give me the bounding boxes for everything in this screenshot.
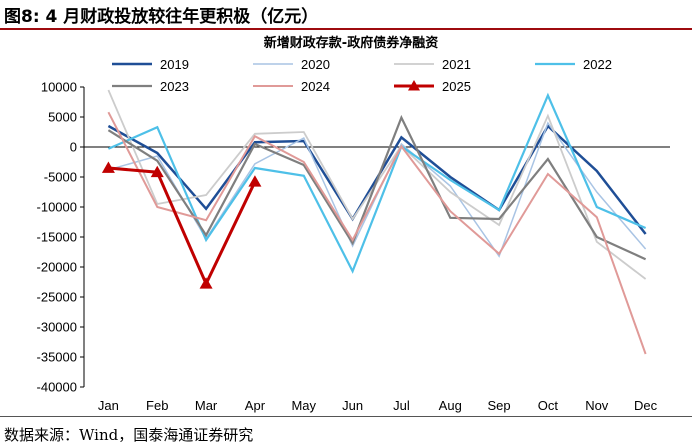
chart-title: 新增财政存款-政府债券净融资 [264,35,438,51]
data-point-2025 [101,161,115,173]
x-tick-label: Apr [245,398,266,413]
y-tick-label: -30000 [37,320,77,335]
y-tick-label: -5000 [44,170,77,185]
series-line-2024 [107,111,647,355]
legend-label-2019: 2019 [160,57,189,72]
x-tick-label: Sep [488,398,511,413]
data-point-2025 [199,277,213,289]
figure-title: 图8: 4 月财政投放较往年更积极（亿元） [4,7,319,27]
x-tick-label: Nov [585,398,609,413]
title-rule [0,28,692,30]
y-tick-label: -25000 [37,290,77,305]
x-tick-label: Jun [342,398,363,413]
source-note: 数据来源：Wind，国泰海通证券研究 [4,426,254,444]
y-tick-label: -20000 [37,260,77,275]
series-group [101,89,647,355]
legend-label-2023: 2023 [160,79,189,94]
data-point-2025 [248,175,262,187]
x-axis: Jan Feb Mar Apr May Jun Jul Aug Sep Oct Nov Dec [84,146,670,413]
y-tick-label: -10000 [37,200,77,215]
x-tick-label: Jul [393,398,410,413]
x-tick-label: Mar [195,398,218,413]
legend-label-2025: 2025 [442,79,471,94]
x-tick-label: Oct [538,398,559,413]
legend-label-2022: 2022 [583,57,612,72]
data-point-2025 [150,165,164,178]
legend-marker-2025 [408,80,420,91]
y-tick-label: 0 [70,140,77,155]
x-tick-label: Jan [98,398,119,413]
y-axis: 10000 5000 0 -5000 -10000 -15000 -20000 -25000 -… [37,80,85,395]
series-line-2023 [107,114,647,261]
legend-label-2020: 2020 [301,57,330,72]
legend: 2019 2020 2021 2022 2023 2024 2025 [112,57,612,94]
series-line-2025 [108,166,257,288]
y-tick-label: -40000 [37,380,77,395]
x-tick-label: Dec [634,398,658,413]
y-tick-label: 10000 [41,80,77,95]
y-tick-label: -35000 [37,350,77,365]
y-tick-label: 5000 [48,110,77,125]
x-tick-label: Aug [439,398,462,413]
footer-rule [0,416,692,417]
legend-label-2021: 2021 [442,57,471,72]
x-tick-label: May [291,398,316,413]
y-tick-label: -15000 [37,230,77,245]
legend-label-2024: 2024 [301,79,330,94]
x-tick-label: Feb [146,398,168,413]
